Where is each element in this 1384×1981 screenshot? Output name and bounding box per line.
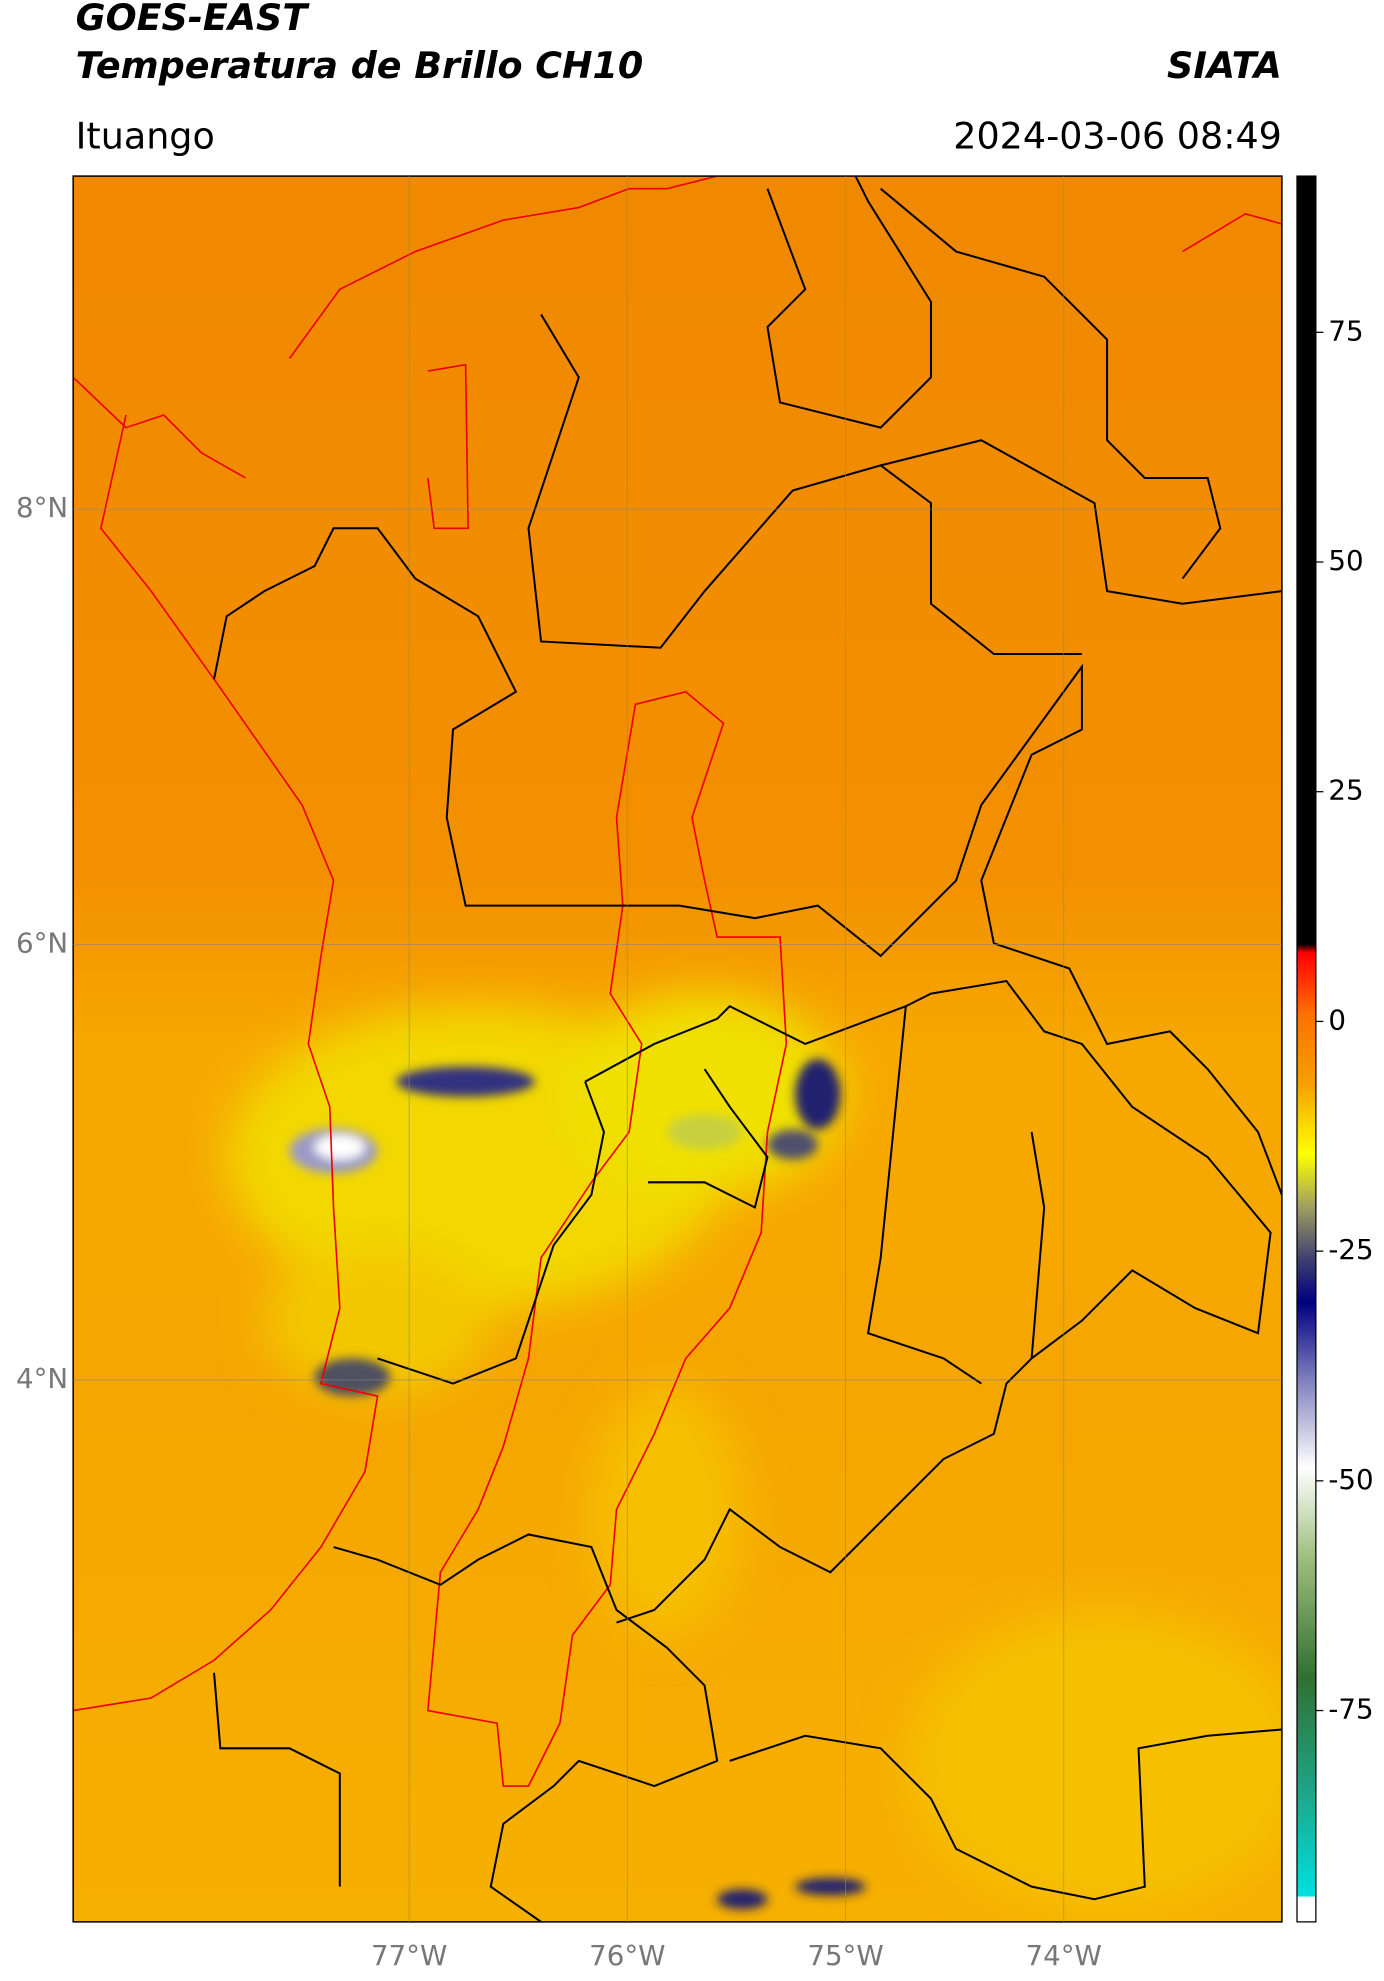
- x-tick-label: 74°W: [1026, 1939, 1102, 1972]
- x-tick-label: 77°W: [371, 1939, 447, 1972]
- title-line1: GOES-EAST: [76, 0, 311, 39]
- location: Ituango: [76, 114, 215, 157]
- colorbar-ticks: 75 50 25 0 -25 -50 -75: [1315, 314, 1374, 1726]
- colorbar-tick-label: 75: [1328, 314, 1363, 347]
- x-tick-label: 76°W: [589, 1939, 665, 1972]
- colorbar-tick-label: -75: [1328, 1693, 1373, 1726]
- x-tick-label: 75°W: [807, 1939, 883, 1972]
- timestamp: 2024-03-06 08:49: [953, 114, 1282, 157]
- colorbar-tick-label: 25: [1328, 774, 1363, 807]
- colorbar-tick-label: -50: [1328, 1463, 1373, 1496]
- source: SIATA: [1167, 44, 1282, 87]
- coastline: [73, 176, 1282, 1787]
- colorbar-tick-label: 50: [1328, 544, 1363, 577]
- y-tick-label: 6°N: [16, 927, 68, 960]
- colorbar: [1296, 175, 1317, 1923]
- y-tick-label: 8°N: [16, 491, 68, 524]
- map-frame: [72, 175, 1283, 1923]
- y-tick-label: 4°N: [16, 1362, 68, 1395]
- yellow-region: [226, 993, 1282, 1912]
- axis-labels: 77°W 76°W 75°W 74°W 8°N 6°N 4°N: [16, 491, 1102, 1972]
- title-line2: Temperatura de Brillo CH10: [76, 44, 644, 87]
- graticule: [73, 176, 1282, 1922]
- admin-borders: [213, 176, 1282, 1922]
- colorbar-tick-label: 0: [1328, 1003, 1346, 1036]
- colorbar-tick-label: -25: [1328, 1233, 1373, 1266]
- cold-clouds: [289, 1059, 866, 1910]
- map-image: [73, 176, 1282, 1922]
